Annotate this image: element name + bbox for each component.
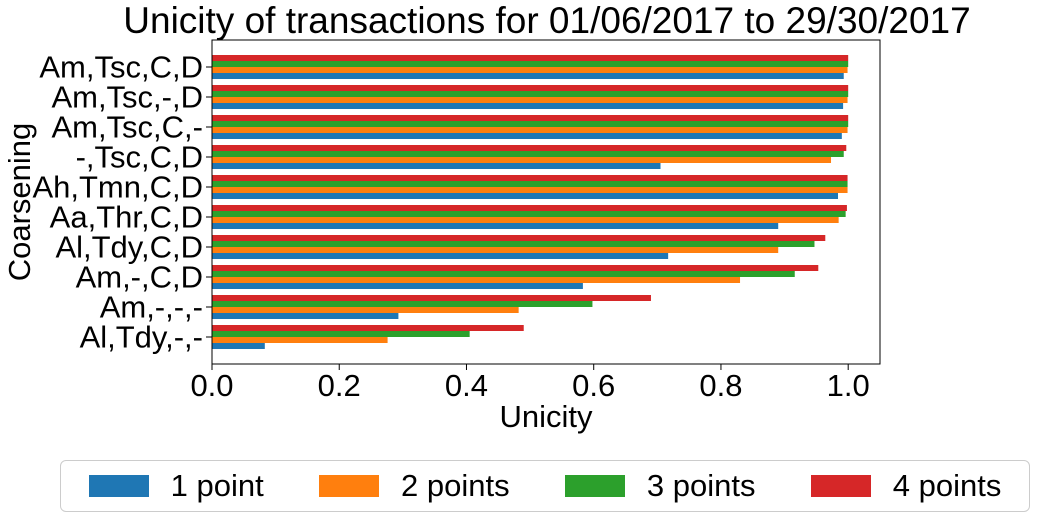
bar-3-cat-5 — [212, 181, 848, 187]
bar-2-cat-6 — [212, 217, 839, 223]
legend-label-3-points: 3 points — [646, 468, 756, 503]
x-tick-label: 1.0 — [827, 368, 870, 403]
legend: 1 point 2 points 3 points 4 points — [60, 460, 1030, 512]
y-tick-label: Am,Tsc,C,D — [39, 50, 203, 85]
bar-1-cat-4 — [212, 163, 661, 169]
y-tick-label: -,Tsc,C,D — [76, 140, 203, 175]
x-tick-labels: 0.0 0.2 0.4 0.6 0.8 1.0 — [190, 364, 870, 403]
x-tick-label: 0.6 — [572, 368, 615, 403]
legend-swatch-2-points — [319, 475, 380, 497]
bar-3-cat-6 — [212, 211, 846, 217]
x-tick-label: 0.8 — [699, 368, 742, 403]
legend-item-2-points: 2 points — [319, 468, 510, 504]
y-tick-label: Al,Tdy,C,D — [55, 230, 203, 265]
bar-2-cat-7 — [212, 247, 779, 253]
plot-frame — [211, 39, 881, 365]
bar-1-cat-6 — [212, 223, 779, 229]
bar-3-cat-8 — [212, 271, 795, 277]
bar-3-cat-10 — [212, 331, 470, 337]
legend-label-4-points: 4 points — [892, 468, 1002, 503]
unicity-bar-chart: Unicity of transactions for 01/06/2017 t… — [2, 0, 971, 434]
bar-2-cat-10 — [212, 337, 388, 343]
x-axis-label: Unicity — [499, 399, 593, 434]
legend-swatch-4-points — [810, 475, 871, 497]
y-tick-labels: Am,Tsc,C,DAm,Tsc,-,DAm,Tsc,C,--,Tsc,C,DA… — [32, 50, 212, 355]
bar-4-cat-2 — [212, 85, 849, 91]
bar-1-cat-8 — [212, 283, 583, 289]
bar-3-cat-2 — [212, 91, 849, 97]
bar-4-cat-10 — [212, 325, 524, 331]
x-tick-label: 0.0 — [190, 368, 233, 403]
bar-3-cat-4 — [212, 151, 844, 157]
legend-item-4-points: 4 points — [810, 468, 1002, 504]
legend-item-1-point: 1 point — [88, 468, 264, 504]
bar-3-cat-1 — [212, 61, 849, 67]
bar-2-cat-2 — [212, 97, 848, 103]
bar-4-cat-6 — [212, 205, 847, 211]
x-tick-label: 0.2 — [318, 368, 361, 403]
bar-2-cat-4 — [212, 157, 832, 163]
legend-label-1-point: 1 point — [170, 468, 264, 503]
bar-3-cat-7 — [212, 241, 815, 247]
bar-1-cat-3 — [212, 133, 842, 139]
x-tick-label: 0.4 — [445, 368, 488, 403]
bar-4-cat-9 — [212, 295, 651, 301]
bar-4-cat-3 — [212, 115, 849, 121]
bar-2-cat-5 — [212, 187, 848, 193]
bar-1-cat-10 — [212, 343, 265, 349]
bar-2-cat-3 — [212, 127, 848, 133]
bar-1-cat-7 — [212, 253, 669, 259]
y-tick-label: Am,-,C,D — [76, 260, 203, 295]
bars-group — [212, 55, 849, 349]
bar-1-cat-1 — [212, 73, 844, 79]
legend-label-2-points: 2 points — [401, 468, 510, 503]
legend-item-3-points: 3 points — [564, 468, 756, 504]
legend-swatch-1-point — [88, 475, 149, 497]
y-tick-label: Am,Tsc,-,D — [51, 80, 203, 115]
bar-2-cat-9 — [212, 307, 519, 313]
bar-2-cat-8 — [212, 277, 741, 283]
bar-4-cat-1 — [212, 55, 849, 61]
legend-swatch-3-points — [564, 475, 625, 497]
bar-1-cat-2 — [212, 103, 844, 109]
bar-1-cat-9 — [212, 313, 399, 319]
bar-4-cat-7 — [212, 235, 826, 241]
y-tick-label: Ah,Tmn,C,D — [32, 170, 203, 205]
bar-3-cat-3 — [212, 121, 849, 127]
bar-4-cat-5 — [212, 175, 848, 181]
bar-3-cat-9 — [212, 301, 593, 307]
y-axis-label: Coarsening — [2, 123, 37, 282]
y-tick-label: Aa,Thr,C,D — [50, 200, 203, 235]
bar-2-cat-1 — [212, 67, 848, 73]
y-tick-label: Am,-,-,- — [100, 290, 203, 325]
bar-1-cat-5 — [212, 193, 839, 199]
y-tick-label: Am,Tsc,C,- — [51, 110, 203, 145]
chart-title: Unicity of transactions for 01/06/2017 t… — [123, 0, 970, 41]
bar-4-cat-4 — [212, 145, 847, 151]
y-tick-label: Al,Tdy,-,- — [80, 320, 203, 355]
bar-4-cat-8 — [212, 265, 819, 271]
